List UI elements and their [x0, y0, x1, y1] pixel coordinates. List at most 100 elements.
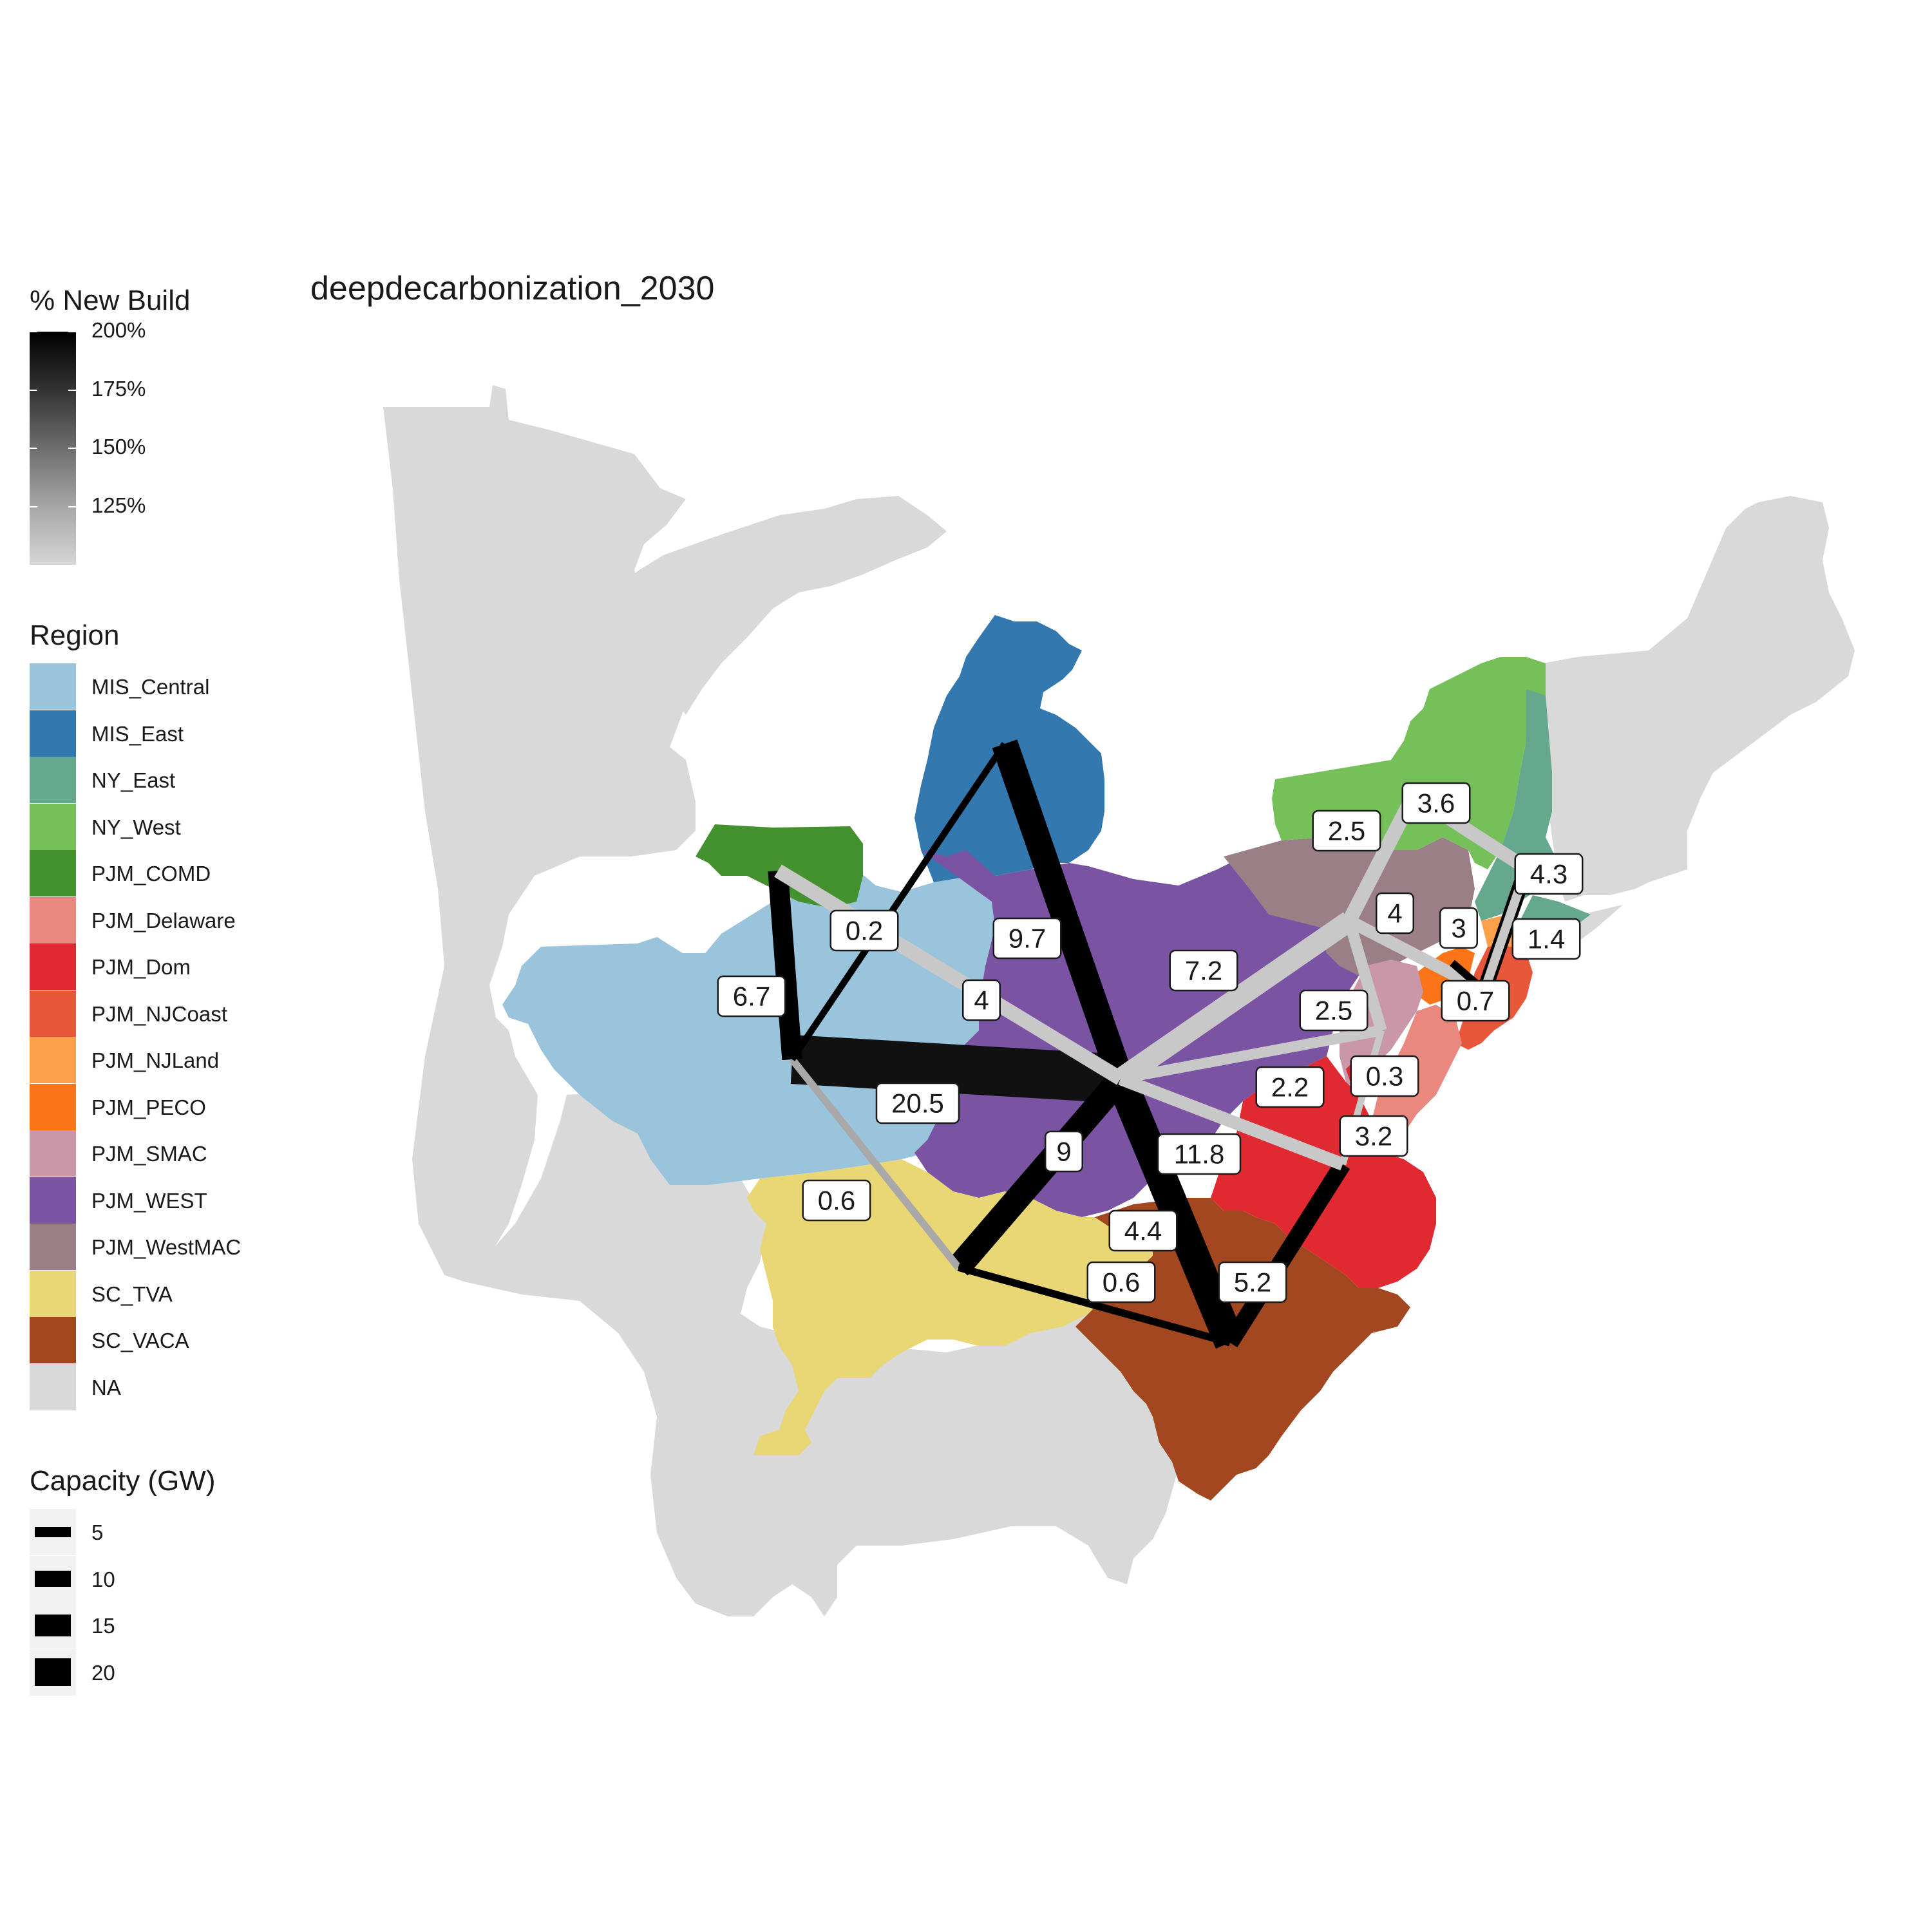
land-upper-peninsula [634, 496, 947, 715]
region-label: SC_TVA [91, 1282, 173, 1306]
plot-title: deepdecarbonization_2030 [310, 270, 715, 307]
flow-label-text: 3 [1451, 913, 1466, 943]
region-label: PJM_SMAC [91, 1142, 207, 1166]
region-label: PJM_NJCoast [91, 1001, 227, 1026]
flow-label-text: 3.6 [1417, 788, 1455, 819]
flow-label-box [875, 1082, 960, 1124]
flow-label: 0.6 [802, 1179, 871, 1222]
flow-label-text: 0.6 [818, 1186, 855, 1216]
region-label: PJM_Delaware [91, 908, 236, 933]
region-swatch [30, 1317, 76, 1363]
flow-label: 2.2 [1255, 1066, 1325, 1108]
flow-label-box [1108, 1209, 1178, 1252]
flow-label: 0.3 [1350, 1055, 1419, 1097]
flow-label-text: 6.7 [733, 981, 770, 1012]
flow-line [952, 1074, 1127, 1273]
region-swatch [30, 1130, 76, 1177]
flow-line [790, 1035, 1122, 1103]
region-swatch [30, 1177, 76, 1224]
flow-line [1114, 912, 1356, 1088]
colorbar-tick-label: 150% [91, 435, 146, 459]
flow-label: 0.2 [829, 909, 899, 952]
land-west-north [383, 385, 696, 1282]
region-label: NY_East [91, 768, 176, 792]
flow-label-text: 0.2 [846, 916, 883, 946]
flow-line [1222, 1159, 1350, 1348]
region-swatch [30, 663, 76, 710]
colorbar-tick-label: 200% [91, 318, 146, 342]
flow-label-box [1439, 907, 1478, 949]
flow-label: 20.5 [875, 1082, 960, 1124]
region-swatch [30, 757, 76, 803]
flow-label-box [802, 1179, 871, 1222]
flow-line [768, 869, 802, 1061]
region-legend-title: Region [30, 620, 120, 651]
region-swatch [30, 1224, 76, 1270]
region-swatch [30, 710, 76, 757]
flow-label: 2.5 [1299, 989, 1368, 1032]
flow-label-text: 2.2 [1271, 1072, 1309, 1103]
flow-label: 3.6 [1401, 782, 1471, 824]
flow-label: 4.4 [1108, 1209, 1178, 1252]
flow-label-box [1401, 782, 1471, 824]
flow-line [1118, 1072, 1345, 1171]
capacity-key [30, 1602, 76, 1649]
flow-label-box [1312, 810, 1381, 852]
flow-label: 3 [1439, 907, 1478, 949]
flow-label-box [1218, 1261, 1287, 1303]
region-label: PJM_Dom [91, 955, 191, 979]
region-swatch [30, 990, 76, 1037]
flow-label: 1.4 [1511, 918, 1581, 960]
flow-line [789, 1057, 961, 1270]
region-pjm-dom [1211, 1056, 1436, 1288]
region-label: NY_West [91, 815, 181, 839]
flow-label-box [717, 975, 786, 1018]
flow-label: 0.7 [1441, 980, 1510, 1022]
region-swatch [30, 803, 76, 850]
flow-line [1346, 915, 1488, 996]
flow-label-box [1169, 949, 1238, 992]
region-sc-vaca [1075, 1198, 1410, 1501]
colorbar-tick [30, 506, 76, 507]
region-swatch [30, 1083, 76, 1130]
region-swatch [30, 896, 76, 943]
flow-label: 4.3 [1514, 853, 1584, 895]
flow-line [1106, 1072, 1245, 1349]
flow-label: 4 [962, 979, 1001, 1021]
capacity-swatch-line [35, 1658, 71, 1687]
capacity-swatch-line [35, 1615, 71, 1636]
capacity-label: 15 [91, 1614, 115, 1638]
flow-label: 4 [1376, 892, 1414, 934]
flow-label: 9 [1045, 1130, 1083, 1173]
flow-label-box [1350, 1055, 1419, 1097]
region-label: PJM_NJLand [91, 1048, 220, 1072]
flow-label-box [1511, 918, 1581, 960]
region-label: SC_VACA [91, 1329, 189, 1352]
flow-label-text: 20.5 [891, 1088, 944, 1119]
flow-label-box [1255, 1066, 1325, 1108]
flow-label-text: 4 [974, 985, 989, 1016]
capacity-label: 20 [91, 1660, 115, 1685]
flow-label-text: 1.4 [1528, 924, 1565, 954]
flow-label: 7.2 [1169, 949, 1238, 992]
flow-label-box [1376, 892, 1414, 934]
flow-label-box [992, 917, 1062, 960]
flow-label-text: 7.2 [1185, 956, 1222, 986]
flow-label-text: 0.3 [1366, 1061, 1403, 1092]
capacity-legend-title: Capacity (GW) [30, 1465, 216, 1497]
flow-line [1119, 1025, 1383, 1084]
flow-line [774, 864, 1124, 1085]
flow-label-box [1514, 853, 1584, 895]
flow-label-box [829, 909, 899, 952]
flow-label: 2.5 [1312, 810, 1381, 852]
flow-label-text: 11.8 [1174, 1139, 1225, 1170]
region-label: MIS_Central [91, 675, 210, 699]
new-build-legend-title: % New Build [30, 285, 191, 316]
flow-label-box [1441, 980, 1510, 1022]
flow-label-text: 3.2 [1355, 1121, 1392, 1151]
colorbar-tick [30, 448, 76, 449]
capacity-key [30, 1649, 76, 1696]
flow-label-text: 4.4 [1124, 1216, 1162, 1246]
flow-label-box [1086, 1261, 1156, 1303]
